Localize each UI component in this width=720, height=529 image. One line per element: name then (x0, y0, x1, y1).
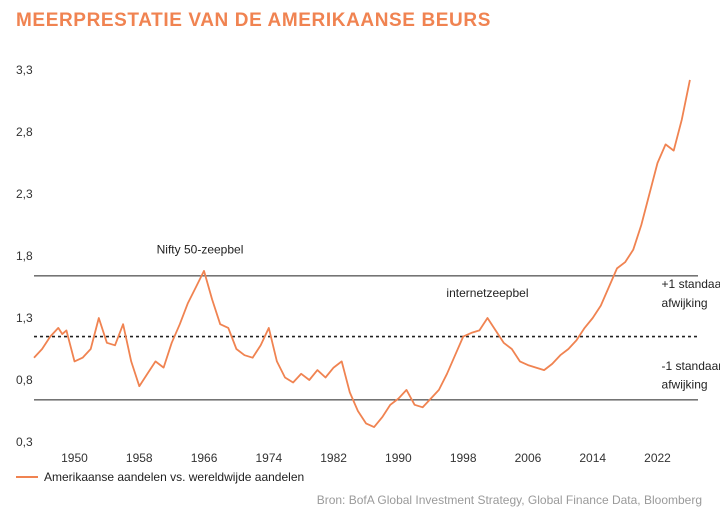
y-tick-label: 3,3 (16, 63, 33, 77)
x-tick-label: 1950 (61, 451, 88, 465)
y-tick-label: 1,8 (16, 249, 33, 263)
x-tick-label: 2022 (644, 451, 671, 465)
y-tick-label: 0,3 (16, 435, 33, 449)
y-axis-ticks: 0,3 0,8 1,3 1,8 2,3 2,8 3,3 (16, 63, 33, 449)
legend: Amerikaanse aandelen vs. wereldwijde aan… (16, 470, 304, 484)
annotation-label: -1 standaard- (662, 359, 720, 373)
annotation-label: Nifty 50-zeepbel (157, 243, 244, 257)
x-tick-label: 2014 (579, 451, 606, 465)
series-line (33, 79, 691, 429)
legend-swatch (16, 476, 38, 478)
y-tick-label: 1,3 (16, 311, 33, 325)
source-note: Bron: BofA Global Investment Strategy, G… (316, 493, 702, 507)
series-layer (33, 79, 691, 429)
chart-title: MEERPRESTATIE VAN DE AMERIKAANSE BEURS (16, 10, 491, 31)
x-tick-label: 1990 (385, 451, 412, 465)
y-tick-label: 0,8 (16, 373, 33, 387)
annotation-label: afwijking (662, 378, 708, 392)
x-tick-label: 1998 (450, 451, 477, 465)
x-tick-label: 1966 (191, 451, 218, 465)
annotations: Nifty 50-zeepbel internetzeepbel +1 standa… (157, 243, 720, 392)
x-tick-label: 2006 (515, 451, 542, 465)
x-axis-ticks: 1950 1958 1966 1974 1982 1990 1998 2006 2014 2022 (61, 451, 671, 465)
reference-lines (34, 275, 698, 401)
y-tick-label: 2,3 (16, 187, 33, 201)
x-tick-label: 1982 (320, 451, 347, 465)
y-tick-label: 2,8 (16, 125, 33, 139)
annotation-label: +1 standaard- (662, 277, 720, 291)
legend-label: Amerikaanse aandelen vs. wereldwijde aan… (44, 470, 305, 484)
annotation-label: internetzeepbel (446, 286, 528, 300)
x-tick-label: 1958 (126, 451, 153, 465)
x-tick-label: 1974 (255, 451, 282, 465)
annotation-label: afwijking (662, 296, 708, 310)
